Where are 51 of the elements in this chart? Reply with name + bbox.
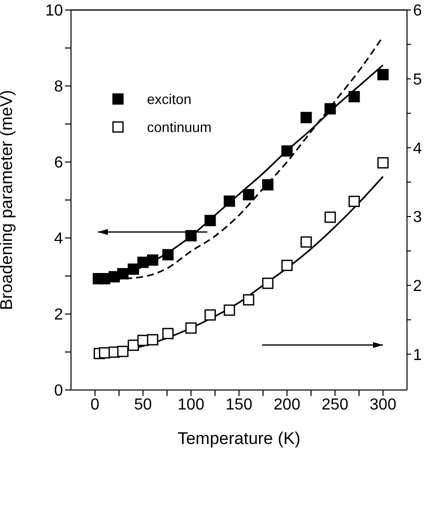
- point: [348, 196, 360, 208]
- point: [146, 254, 158, 266]
- point: [242, 189, 254, 200]
- x-tick-label: 0: [90, 396, 100, 414]
- point: [162, 328, 174, 340]
- y-tick-label: 2: [54, 306, 64, 324]
- point: [128, 264, 140, 275]
- y2-tick-label: 6: [413, 2, 422, 20]
- y-tick-label: 0: [54, 382, 64, 400]
- legend-label: exciton: [147, 91, 192, 107]
- point: [377, 68, 389, 80]
- point: [300, 112, 312, 124]
- x-tick-label: 300: [370, 396, 396, 414]
- x-tick-label: 50: [134, 396, 152, 414]
- legend-label: continuum: [147, 119, 212, 135]
- y2-tick-label: 4: [413, 140, 422, 158]
- point: [242, 294, 254, 306]
- point: [377, 157, 389, 168]
- point: [117, 346, 128, 358]
- point: [281, 145, 293, 157]
- point: [281, 260, 293, 272]
- y2-tick-label: 5: [413, 72, 422, 89]
- point: [348, 90, 360, 102]
- point: [146, 334, 158, 346]
- point: [185, 230, 197, 242]
- point: [128, 340, 140, 351]
- x-tick-label: 100: [178, 396, 204, 414]
- x-tick-label: 250: [322, 396, 348, 414]
- y-axis-title: Broadening parameter (meV): [0, 90, 16, 310]
- point: [204, 214, 216, 226]
- point: [185, 322, 197, 334]
- y-tick-label: 10: [45, 2, 64, 20]
- point: [262, 278, 274, 289]
- point: [162, 249, 174, 260]
- y-tick-label: 4: [54, 230, 64, 248]
- y2-tick-label: 1: [413, 346, 422, 364]
- x-tick-label: 150: [226, 396, 252, 414]
- x-axis-title: Temperature (K): [178, 429, 300, 448]
- point: [262, 179, 274, 190]
- point: [224, 195, 236, 207]
- point: [324, 212, 336, 223]
- y-tick-label: 6: [54, 154, 64, 172]
- y-tick-label: 8: [54, 78, 64, 96]
- y2-tick-label: 3: [413, 209, 422, 226]
- point: [137, 256, 149, 268]
- point: [300, 236, 312, 248]
- point: [224, 304, 236, 316]
- point: [324, 103, 336, 114]
- point: [204, 309, 216, 321]
- x-tick-label: 200: [274, 396, 300, 414]
- y2-tick-label: 2: [413, 278, 422, 296]
